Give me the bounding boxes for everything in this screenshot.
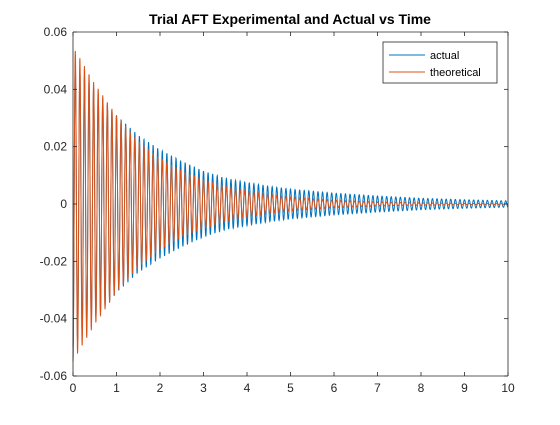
x-tick-label: 1 — [113, 381, 120, 395]
x-tick-label: 5 — [287, 381, 294, 395]
y-tick-label: 0.04 — [44, 82, 68, 96]
x-tick-label: 4 — [244, 381, 251, 395]
ticks-layer: 0 1 2 3 4 5 6 7 8 9 10 -0.06 -0.04 -0.02 0 0.02 0.04 0.06 — [40, 25, 515, 395]
legend: actual theoretical — [382, 41, 498, 84]
y-tick-label: -0.06 — [40, 369, 68, 383]
y-tick-label: 0.06 — [44, 25, 68, 39]
x-tick-label: 9 — [461, 381, 468, 395]
legend-label-actual: actual — [430, 50, 459, 62]
x-tick-label: 0 — [70, 381, 77, 395]
x-tick-label: 2 — [157, 381, 164, 395]
legend-label-theoretical: theoretical — [430, 67, 481, 79]
legend-box — [382, 41, 498, 84]
y-tick-label: 0.02 — [44, 140, 68, 154]
x-tick-label: 8 — [418, 381, 425, 395]
x-tick-label: 7 — [374, 381, 381, 395]
series-layer — [72, 50, 509, 362]
x-tick-label: 6 — [331, 381, 338, 395]
x-tick-label: 3 — [200, 381, 207, 395]
x-tick-label: 10 — [501, 381, 515, 395]
y-tick-label: 0 — [60, 197, 67, 211]
y-tick-label: -0.02 — [40, 254, 68, 268]
y-tick-label: -0.04 — [40, 312, 68, 326]
series-line-theoretical — [72, 50, 509, 362]
chart-title: Trial AFT Experimental and Actual vs Tim… — [149, 11, 431, 27]
